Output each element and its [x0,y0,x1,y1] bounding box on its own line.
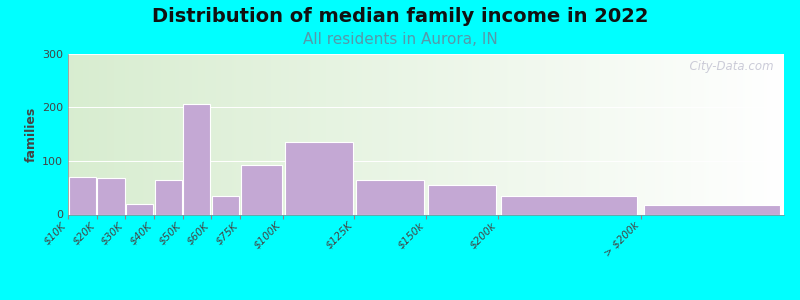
Bar [98,178,125,214]
Bar [154,180,182,214]
Bar [183,104,210,214]
Bar [428,185,496,214]
Text: Distribution of median family income in 2022: Distribution of median family income in … [152,8,648,26]
Bar [356,180,424,214]
Bar [126,204,154,214]
Bar [69,177,96,214]
Text: All residents in Aurora, IN: All residents in Aurora, IN [302,32,498,46]
Text: City-Data.com: City-Data.com [682,60,774,74]
Bar [212,196,239,214]
Bar [644,205,781,214]
Bar [241,165,282,214]
Y-axis label: families: families [25,106,38,162]
Bar [285,142,353,214]
Bar [501,196,638,214]
